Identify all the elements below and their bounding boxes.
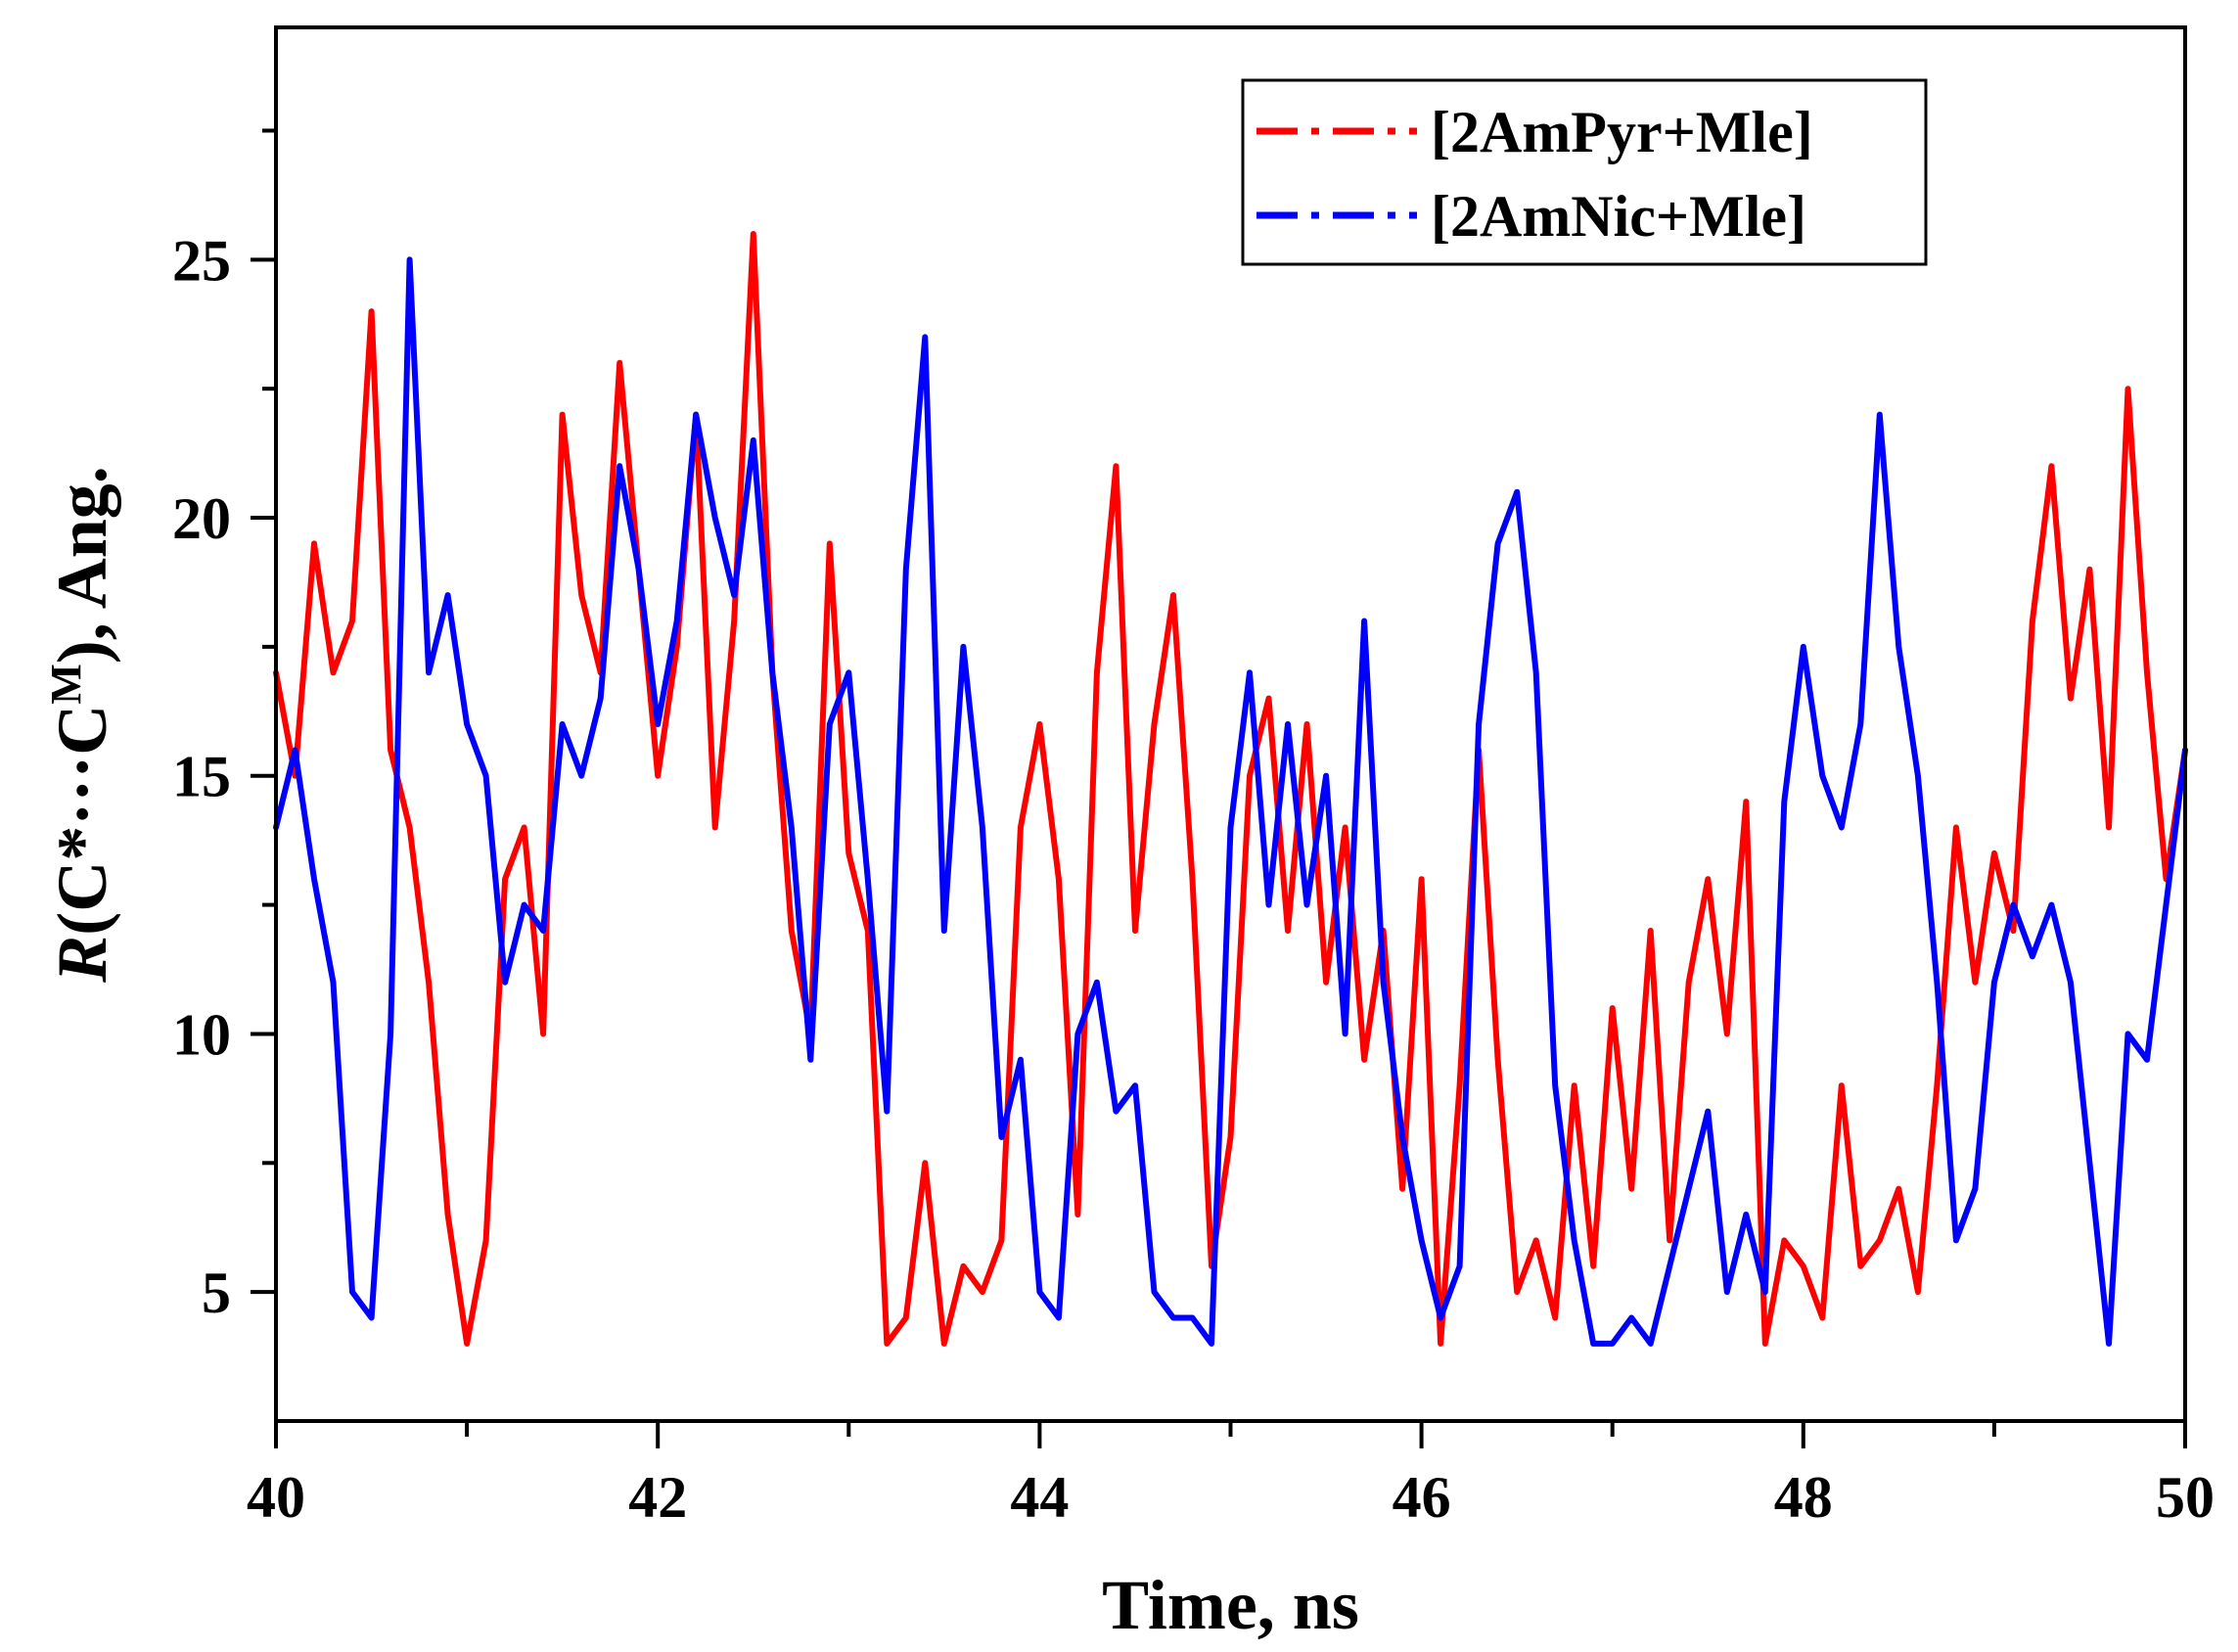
y-tick-label: 10 — [172, 1002, 231, 1067]
x-tick-label: 46 — [1393, 1465, 1451, 1530]
x-axis-title: Time, ns — [1102, 1566, 1359, 1644]
y-axis-title-tail: ), Ang. — [43, 466, 121, 664]
y-tick-label: 20 — [172, 486, 231, 551]
plot-series-group — [273, 231, 2188, 1347]
y-axis-title: R(C*···CM), Ang. — [42, 466, 121, 984]
x-tick-label: 44 — [1010, 1465, 1069, 1530]
legend-box — [1241, 78, 1928, 266]
y-tick-label: 25 — [172, 228, 231, 293]
x-tick-label: 40 — [247, 1465, 305, 1530]
x-tick-label: 50 — [2156, 1465, 2215, 1530]
series-line-1 — [273, 231, 2188, 1347]
legend-label-2: [2AmNic+Mle] — [1431, 184, 1806, 249]
y-axis-title-main: (C*···C — [43, 705, 121, 936]
y-tick-label: 15 — [172, 745, 231, 809]
x-tick-label: 48 — [1774, 1465, 1833, 1530]
legend: [2AmPyr+Mle] [2AmNic+Mle] — [1241, 78, 1928, 266]
y-axis: 5 10 15 20 25 — [172, 128, 276, 1325]
legend-label-1: [2AmPyr+Mle] — [1431, 100, 1813, 164]
y-tick-label: 5 — [202, 1261, 231, 1325]
series-line-2 — [273, 256, 2188, 1347]
y-axis-title-superscript: M — [42, 664, 90, 705]
x-axis: 40 42 44 46 48 50 — [247, 1421, 2215, 1530]
y-axis-title-italic: R — [43, 936, 121, 984]
x-tick-label: 42 — [628, 1465, 687, 1530]
